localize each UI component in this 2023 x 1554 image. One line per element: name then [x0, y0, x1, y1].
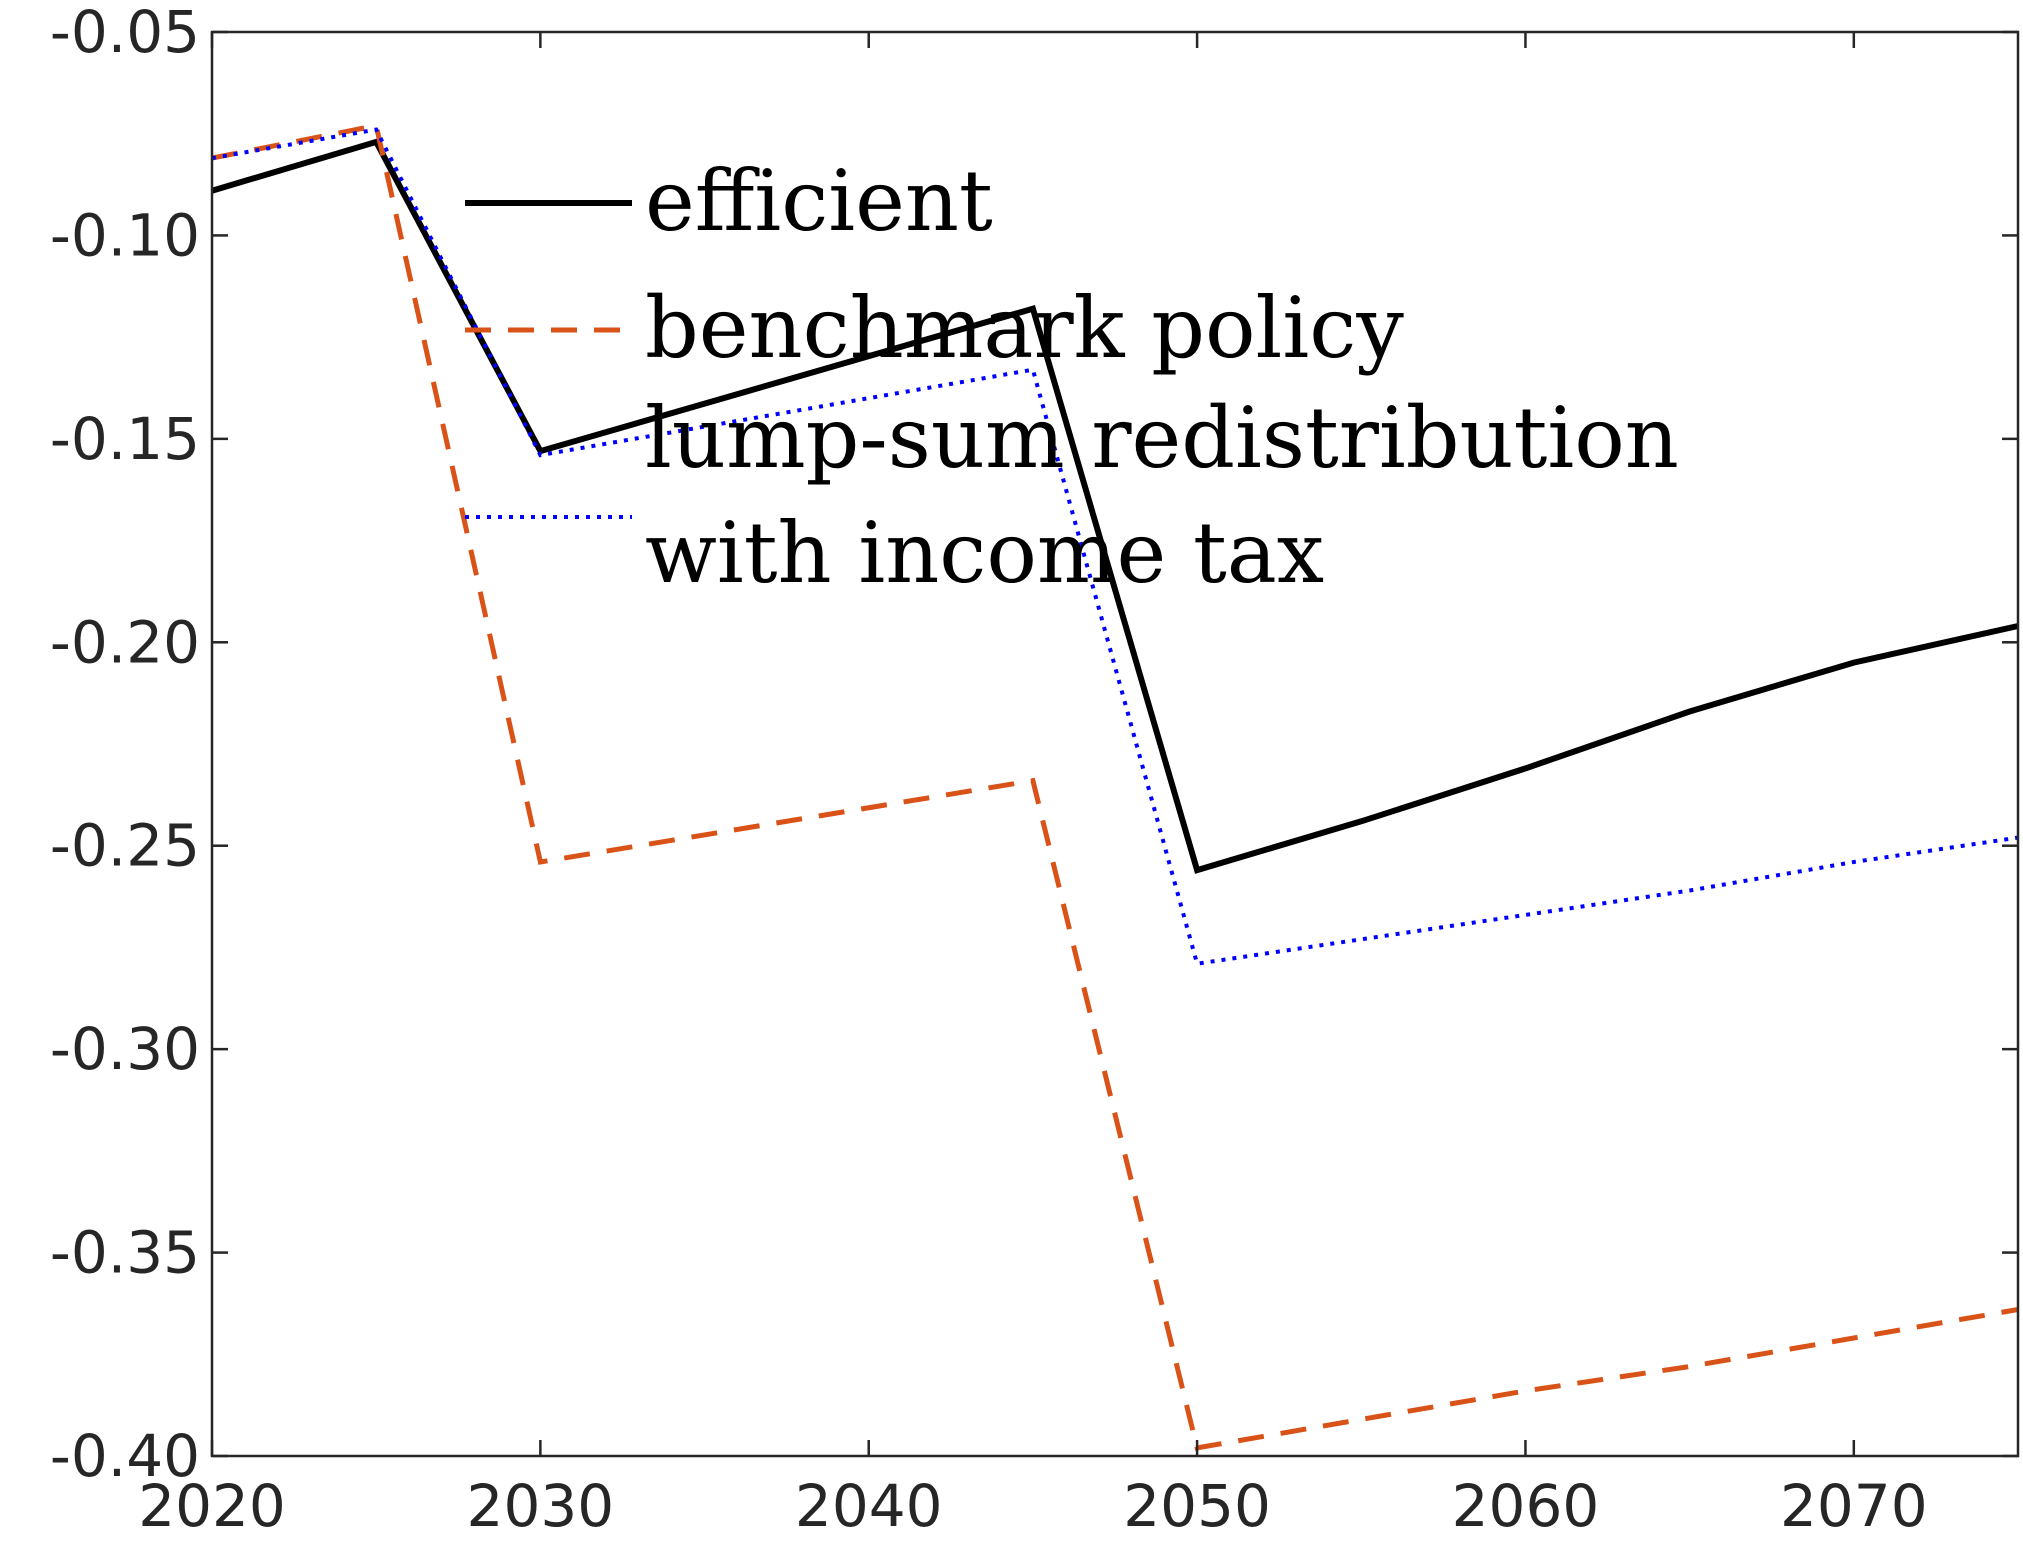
x-tick-label: 2060 [1452, 1472, 1600, 1540]
legend-label-2: with income tax [645, 504, 1324, 602]
plot-background [212, 32, 2018, 1456]
x-tick-label: 2030 [467, 1472, 615, 1540]
y-tick-label: -0.05 [50, 0, 200, 66]
y-tick-label: -0.30 [50, 1015, 200, 1083]
y-tick-label: -0.40 [50, 1422, 200, 1490]
series-line-1 [211, 122, 2019, 1451]
axes-layer: 2020 2030 2040 2050 2060 2070 -0.05 -0.10 -0.15 -… [50, 0, 2020, 1540]
legend: efficient benchmark policy lump-sum redist… [465, 152, 1679, 602]
x-tick-label: 2040 [795, 1472, 943, 1540]
series-line-2 [211, 127, 2019, 966]
axes-frame [210, 30, 2020, 1458]
x-tick-label: 2050 [1123, 1472, 1271, 1540]
legend-label-1: benchmark policy [645, 279, 1404, 377]
legend-label-2: lump-sum redistribution [645, 389, 1679, 487]
y-tick-label: -0.15 [50, 405, 200, 473]
y-tick-label: -0.10 [50, 201, 200, 269]
x-tick-label: 2070 [1780, 1472, 1928, 1540]
legend-label-0: efficient [645, 152, 993, 250]
y-tick-label: -0.25 [50, 812, 200, 880]
y-tick-label: -0.20 [50, 608, 200, 676]
series-layer [211, 122, 2019, 1451]
y-tick-label: -0.35 [50, 1219, 200, 1287]
x-tick-label: 2020 [138, 1472, 286, 1540]
